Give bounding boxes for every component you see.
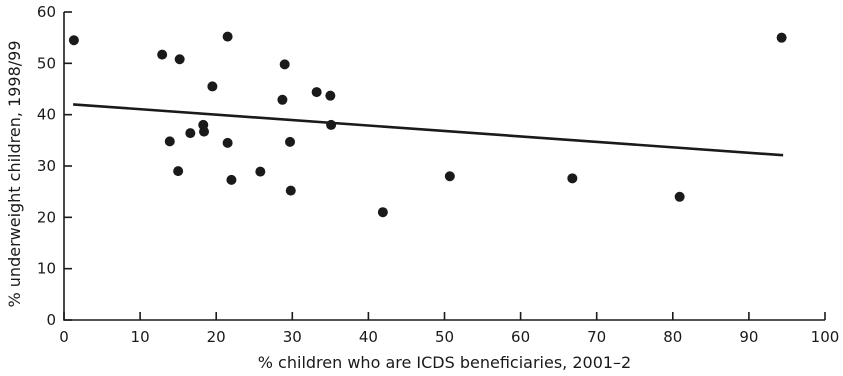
- data-point: [185, 128, 196, 139]
- x-tick-label: 20: [207, 328, 226, 346]
- data-point: [174, 54, 185, 65]
- data-point: [226, 174, 237, 185]
- y-axis-label: % underweight children, 1998/99: [5, 40, 24, 307]
- data-point: [285, 136, 296, 147]
- x-tick-label: 50: [435, 328, 454, 346]
- data-point: [311, 87, 322, 98]
- y-tick-label: 30: [37, 157, 56, 175]
- data-point: [674, 191, 685, 202]
- x-tick-label: 80: [663, 328, 682, 346]
- x-tick-label: 10: [131, 328, 150, 346]
- data-point: [279, 59, 290, 70]
- y-tick-label: 20: [37, 208, 56, 226]
- data-point: [325, 90, 336, 101]
- x-tick-label: 40: [359, 328, 378, 346]
- data-point: [157, 49, 168, 60]
- data-point: [567, 173, 578, 184]
- data-point: [222, 137, 233, 148]
- y-tick-label: 40: [37, 106, 56, 124]
- data-point: [326, 119, 337, 130]
- data-point: [199, 126, 210, 137]
- data-point: [377, 207, 388, 218]
- trend-line: [73, 103, 784, 157]
- x-tick-label: 70: [587, 328, 606, 346]
- data-point: [444, 171, 455, 182]
- x-tick-label: 90: [739, 328, 758, 346]
- y-tick-label: 60: [37, 3, 56, 21]
- data-point: [222, 31, 233, 42]
- data-point: [285, 185, 296, 196]
- x-tick-label: 60: [511, 328, 530, 346]
- data-point: [173, 166, 184, 177]
- data-point: [255, 166, 266, 177]
- data-point: [68, 35, 79, 46]
- y-tick-label: 10: [37, 260, 56, 278]
- x-tick-label: 30: [283, 328, 302, 346]
- x-tick-label: 0: [59, 328, 69, 346]
- data-points: [68, 31, 787, 218]
- data-point: [277, 94, 288, 105]
- data-point: [776, 32, 787, 43]
- x-axis-label: % children who are ICDS beneficiaries, 2…: [258, 353, 631, 372]
- data-point: [207, 81, 218, 92]
- x-axis-ticks: 0 10 20 30 40 50 60 70 80 90 100: [59, 312, 839, 346]
- trend-line-group: [73, 103, 784, 157]
- x-tick-label: 100: [811, 328, 840, 346]
- y-tick-label: 50: [37, 54, 56, 72]
- y-tick-label: 0: [46, 311, 56, 329]
- y-axis-ticks: 0 10 20 30 40 50 60: [37, 3, 72, 329]
- data-point: [164, 136, 175, 147]
